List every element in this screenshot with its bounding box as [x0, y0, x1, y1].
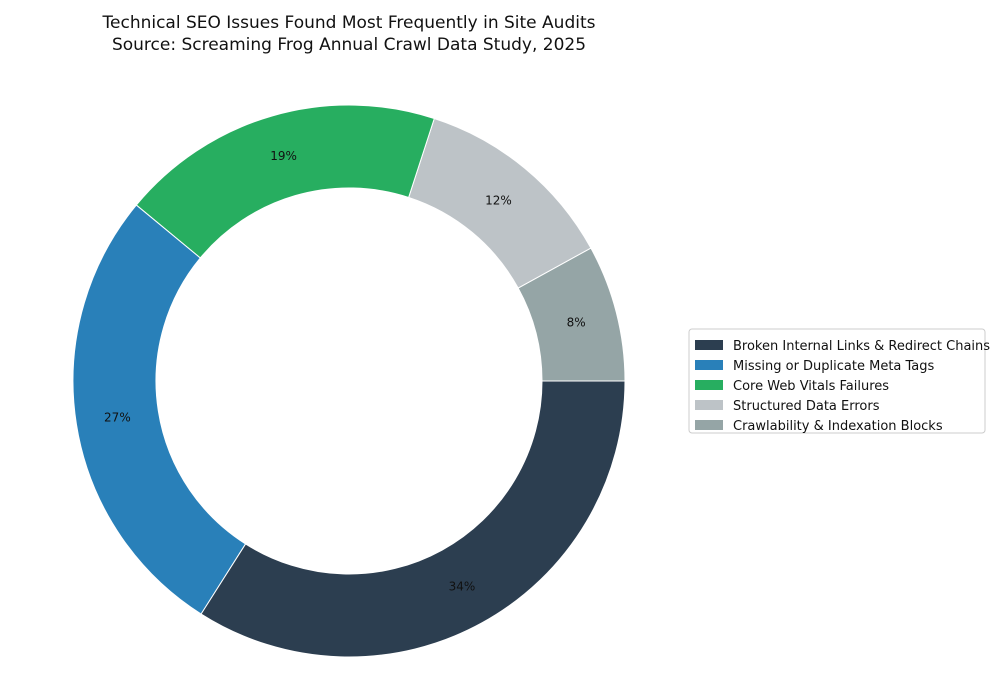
- chart-title-group: Technical SEO Issues Found Most Frequent…: [102, 13, 596, 55]
- slice-label-crawlability-and-indexation-blocks: 8%: [567, 316, 586, 330]
- legend: Broken Internal Links & Redirect Chains M…: [688, 328, 990, 434]
- legend-label-missing-or-duplicate-meta-tags: Missing or Duplicate Meta Tags: [733, 359, 935, 374]
- legend-swatch-missing-or-duplicate-meta-tags: [695, 360, 723, 370]
- legend-label-crawlability-and-indexation-blocks: Crawlability & Indexation Blocks: [733, 419, 943, 434]
- slice-label-missing-or-duplicate-meta-tags: 27%: [104, 411, 131, 425]
- slice-label-core-web-vitals-failures: 19%: [270, 149, 297, 163]
- legend-frame: [688, 328, 986, 434]
- legend-swatch-core-web-vitals-failures: [695, 380, 723, 390]
- donut-slices: [72, 104, 626, 658]
- legend-label-broken-internal-links-and-redirect-chains: Broken Internal Links & Redirect Chains: [733, 339, 990, 354]
- legend-swatch-broken-internal-links-and-redirect-chains: [695, 340, 723, 350]
- slice-label-structured-data-errors: 12%: [485, 193, 512, 207]
- legend-swatch-crawlability-and-indexation-blocks: [695, 420, 723, 430]
- slice-percent-labels: 8% 12% 19% 27% 34%: [104, 149, 586, 594]
- slice-core-web-vitals-failures: [135, 104, 435, 259]
- chart-title: Technical SEO Issues Found Most Frequent…: [102, 13, 596, 33]
- slice-label-broken-internal-links-and-redirect-chains: 34%: [449, 579, 476, 593]
- legend-label-core-web-vitals-failures: Core Web Vitals Failures: [733, 379, 889, 394]
- legend-label-structured-data-errors: Structured Data Errors: [733, 399, 880, 414]
- chart-subtitle: Source: Screaming Frog Annual Crawl Data…: [112, 35, 586, 55]
- legend-swatch-structured-data-errors: [695, 400, 723, 410]
- slice-missing-or-duplicate-meta-tags: [72, 204, 247, 615]
- slice-broken-internal-links-and-redirect-chains: [200, 380, 626, 658]
